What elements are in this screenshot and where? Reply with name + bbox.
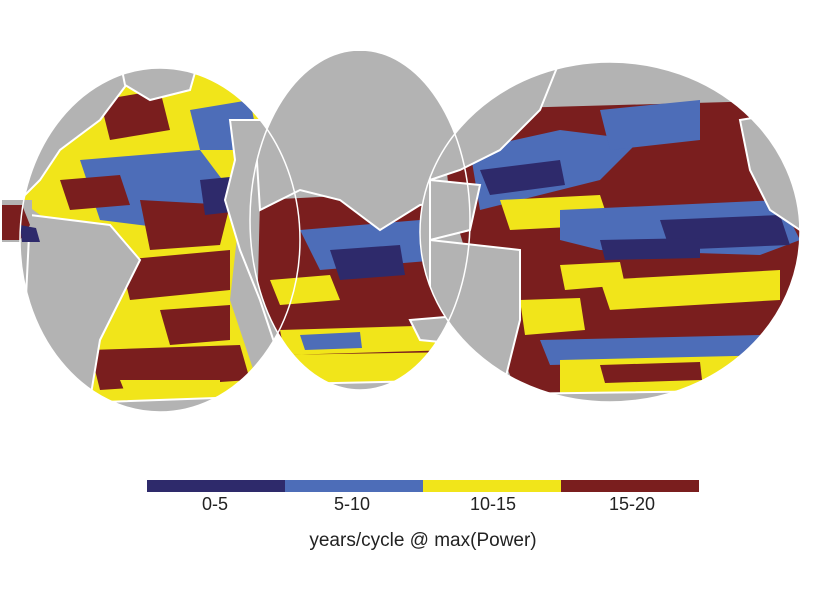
- west-extension: [2, 200, 40, 242]
- legend-swatch-5-10: [285, 480, 423, 492]
- legend: 0-5 5-10 10-15 15-20: [147, 480, 699, 518]
- legend-labels: 0-5 5-10 10-15 15-20: [147, 492, 699, 518]
- legend-color-bar: [147, 480, 699, 492]
- legend-label-0-5: 0-5: [201, 494, 229, 514]
- legend-swatch-10-15: [423, 480, 561, 492]
- legend-label-5-10: 5-10: [333, 494, 371, 514]
- indian-lobe: [250, 50, 470, 390]
- legend-label-10-15: 10-15: [469, 494, 517, 514]
- legend-swatch-0-5: [147, 480, 285, 492]
- legend-title: years/cycle @ max(Power): [309, 530, 537, 551]
- legend-swatch-15-20: [561, 480, 699, 492]
- pacific-lobe: [420, 62, 800, 402]
- ocean-map: [2, 49, 801, 413]
- legend-label-15-20: 15-20: [608, 494, 656, 514]
